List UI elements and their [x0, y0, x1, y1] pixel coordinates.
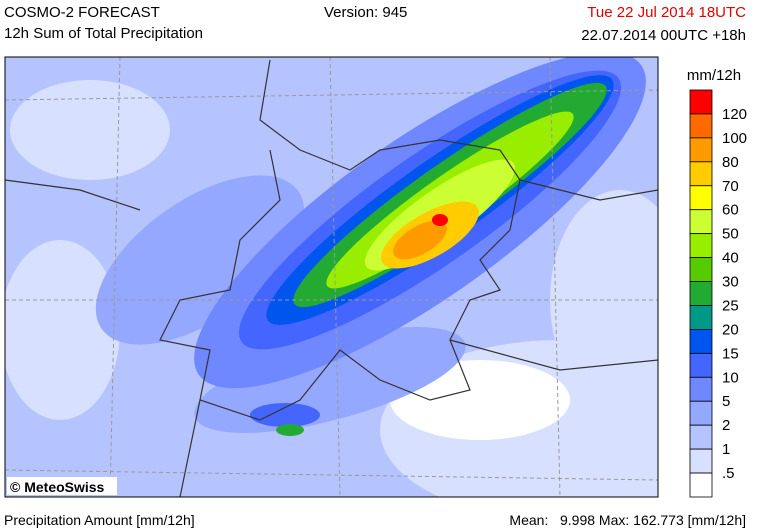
colorbar-label: 25	[722, 297, 739, 314]
run-time: 22.07.2014 00UTC +18h	[581, 27, 746, 44]
colorbar-box	[689, 161, 713, 187]
colorbar-box	[689, 448, 713, 474]
colorbar-label: 30	[722, 274, 739, 291]
colorbar-box	[689, 257, 713, 282]
colorbar-title: mm/12h	[687, 67, 741, 84]
colorbar-box	[689, 137, 713, 163]
colorbar-box	[689, 185, 713, 211]
colorbar-label: 40	[722, 250, 739, 267]
version: Version: 945	[324, 4, 407, 21]
colorbar-label: 10	[722, 369, 739, 386]
colorbar-box	[689, 400, 713, 426]
colorbar-label: 100	[722, 130, 747, 147]
map-frame	[4, 56, 659, 498]
colorbar-label: 2	[722, 417, 730, 434]
colorbar-label: 80	[722, 154, 739, 171]
footer-left: Precipitation Amount [mm/12h]	[4, 512, 195, 528]
colorbar-label: 5	[722, 393, 730, 410]
colorbar-label: 50	[722, 226, 739, 243]
colorbar-label: .5	[722, 465, 735, 482]
valid-time: Tue 22 Jul 2014 18UTC	[587, 4, 746, 21]
credit-box	[7, 477, 117, 495]
colorbar-box	[689, 89, 713, 115]
colorbar-label: 15	[722, 345, 739, 362]
subtitle: 12h Sum of Total Precipitation	[4, 25, 203, 42]
map	[5, 57, 658, 497]
colorbar-box	[689, 376, 713, 402]
colorbar-box	[689, 281, 713, 306]
colorbar-box	[689, 329, 713, 354]
footer-right: Mean: 9.998 Max: 162.773 [mm/12h]	[509, 512, 746, 528]
colorbar-box	[689, 472, 713, 498]
colorbar-box	[689, 424, 713, 450]
colorbar-box	[689, 209, 713, 235]
colorbar-label: 1	[722, 441, 730, 458]
colorbar: 120 100 80 70 60 50 40 30 25 20 15 10 5 2 1 .5	[689, 89, 747, 498]
colorbar-box	[689, 305, 713, 330]
colorbar-box	[689, 233, 713, 258]
colorbar-label: 60	[722, 202, 739, 219]
colorbar-box	[689, 113, 713, 139]
credit: © MeteoSwiss	[10, 479, 105, 495]
title: COSMO-2 FORECAST	[4, 4, 160, 21]
colorbar-box	[689, 352, 713, 378]
colorbar-label: 20	[722, 321, 739, 338]
colorbar-label: 70	[722, 178, 739, 195]
colorbar-label: 120	[722, 106, 747, 123]
